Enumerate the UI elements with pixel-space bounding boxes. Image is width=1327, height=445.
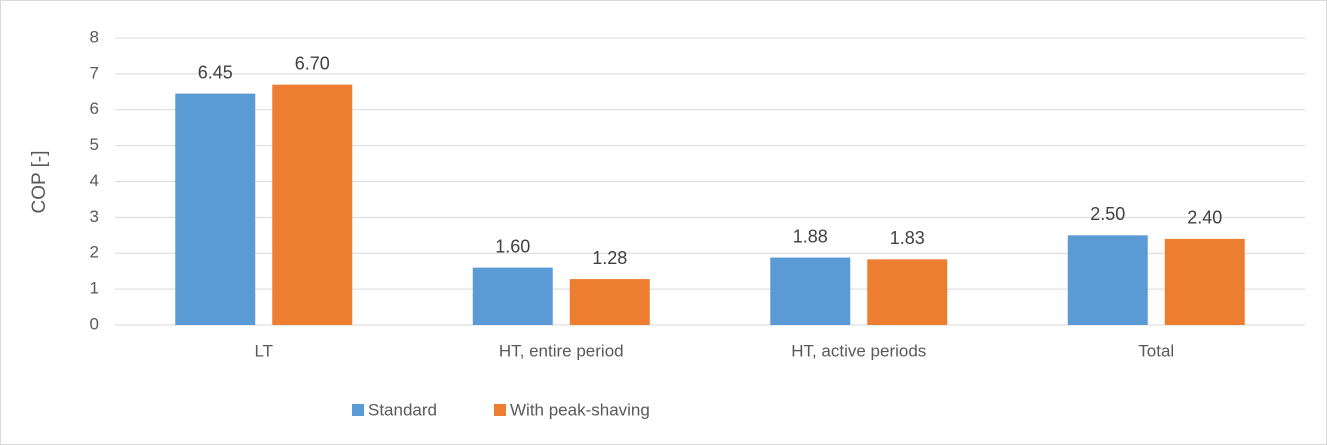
data-label: 2.50	[1090, 204, 1125, 224]
bar	[1067, 235, 1148, 325]
data-label: 6.45	[198, 62, 233, 82]
y-axis-label: COP [-]	[29, 151, 50, 214]
bar	[569, 279, 650, 325]
y-tick-label: 8	[90, 27, 99, 46]
bar	[272, 84, 353, 325]
bar	[867, 259, 948, 325]
data-label: 1.83	[890, 228, 925, 248]
y-tick-label: 1	[90, 279, 99, 298]
bar	[472, 267, 553, 325]
x-tick-label: HT, active periods	[791, 341, 926, 360]
y-tick-label: 5	[90, 135, 99, 154]
y-tick-label: 3	[90, 207, 99, 226]
data-label: 6.70	[295, 53, 330, 73]
data-label: 1.28	[592, 248, 627, 268]
data-label: 2.40	[1187, 208, 1222, 228]
bar	[1164, 238, 1245, 325]
y-tick-label: 0	[90, 314, 99, 333]
y-tick-label: 2	[90, 243, 99, 262]
legend-label: Standard	[368, 400, 437, 419]
bar	[175, 93, 256, 325]
legend-label: With peak-shaving	[510, 400, 650, 419]
legend-swatch	[494, 404, 506, 416]
data-label: 1.60	[495, 236, 530, 256]
x-tick-label: Total	[1138, 341, 1174, 360]
y-tick-label: 7	[90, 63, 99, 82]
data-label: 1.88	[793, 226, 828, 246]
y-tick-label: 4	[90, 171, 99, 190]
y-tick-label: 6	[90, 99, 99, 118]
legend-swatch	[352, 404, 364, 416]
x-tick-label: LT	[254, 341, 273, 360]
x-tick-label: HT, entire period	[499, 341, 624, 360]
bar	[770, 257, 851, 325]
